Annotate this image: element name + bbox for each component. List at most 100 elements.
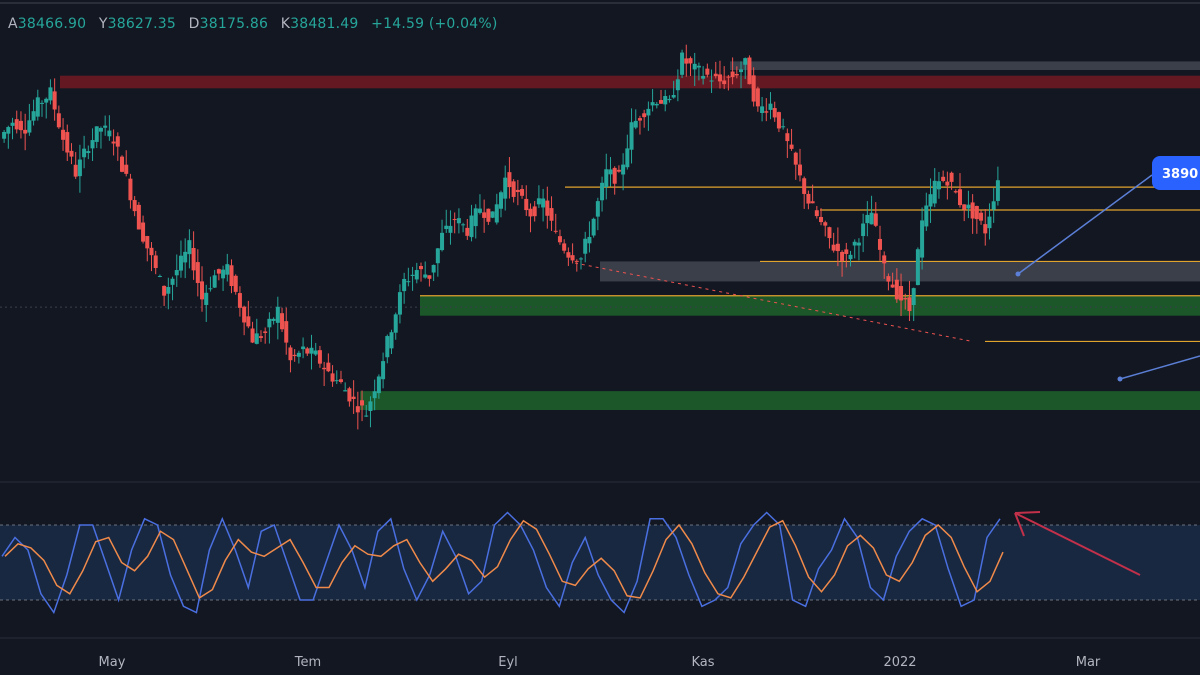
candle-body: [18, 120, 23, 131]
candle-body: [890, 284, 895, 288]
candle-body: [894, 279, 899, 300]
candle-body: [469, 215, 474, 238]
ohlc-open-value: 38466.90: [17, 16, 87, 32]
candle-body: [296, 352, 301, 357]
candle-body: [802, 178, 807, 194]
arrow-shaft: [1014, 512, 1141, 576]
candle-body: [675, 79, 680, 91]
candle-body: [82, 148, 87, 158]
candle-body: [381, 361, 386, 380]
candle-body: [549, 208, 554, 221]
candle-body: [570, 255, 575, 261]
candle-body: [254, 333, 259, 344]
candle-body: [250, 328, 255, 343]
candle-body: [595, 201, 600, 217]
candle-body: [124, 164, 129, 174]
ohlc-close-value: 38481.49: [290, 16, 359, 32]
candle-body: [650, 102, 655, 106]
candle-body: [35, 97, 40, 117]
candle-body: [962, 204, 967, 210]
candle-body: [511, 181, 516, 197]
candle-body: [646, 108, 651, 116]
ohlc-legend: A38466.90 Y38627.35 D38175.86 K38481.49 …: [8, 16, 506, 32]
candle-body: [932, 180, 937, 204]
candle-body: [402, 278, 407, 292]
candle-body: [667, 98, 672, 101]
x-tick-label: Mar: [1076, 655, 1101, 670]
candle-body: [671, 95, 676, 98]
candle-body: [313, 350, 318, 355]
candle-body: [886, 276, 891, 282]
ohlc-change-value: +14.59 (+0.04%): [371, 16, 498, 32]
candle-body: [107, 130, 112, 137]
x-tick-label: May: [99, 655, 126, 670]
candle-body: [987, 216, 992, 229]
candle-body: [48, 87, 53, 101]
time-axis[interactable]: May Tem Eyl Kas 2022 Mar: [99, 655, 1101, 670]
trend-lines: [574, 174, 1200, 382]
zone-support_zone-3: [420, 295, 1200, 316]
candle-body: [10, 122, 15, 126]
candle-body: [941, 176, 946, 181]
candle-body: [831, 244, 836, 251]
trend-line-anchor: [1015, 271, 1021, 277]
candle-body: [136, 204, 141, 230]
candle-body: [583, 238, 588, 254]
zone-support_zone-4: [360, 391, 1200, 410]
candle-body: [776, 112, 781, 129]
candle-body: [991, 201, 996, 210]
trend-line-anchor: [1117, 376, 1123, 382]
candle-body: [115, 136, 120, 147]
candle-body: [612, 167, 617, 184]
stoch-band: [0, 525, 1200, 600]
zone-grey_zone-2: [600, 261, 1200, 282]
ohlc-low-label: D: [188, 16, 200, 32]
candle-body: [461, 224, 466, 226]
ohlc-high-value: 38627.35: [107, 16, 177, 32]
candle-body: [713, 73, 718, 77]
candle-body: [284, 321, 289, 343]
candle-body: [574, 260, 579, 262]
candle-body: [418, 265, 423, 270]
candle-body: [755, 88, 760, 107]
candle-body: [183, 251, 188, 263]
candle-body: [376, 376, 381, 394]
candle-body: [503, 177, 508, 199]
candle-body: [385, 336, 390, 358]
candle-body: [760, 106, 765, 114]
price-tag-box[interactable]: [1152, 156, 1200, 190]
candle-body: [633, 120, 638, 128]
arrow-head: [1014, 511, 1041, 537]
candle-body: [195, 262, 200, 283]
candle-body: [726, 76, 731, 78]
candle-body: [852, 241, 857, 246]
candle-body: [734, 73, 739, 76]
candle-body: [856, 242, 861, 246]
candle-body: [793, 152, 798, 165]
candle-body: [444, 225, 449, 230]
candle-body: [591, 218, 596, 236]
candle-body: [69, 150, 74, 157]
candle-body: [600, 182, 605, 201]
candle-body: [128, 178, 133, 201]
candle-body: [309, 347, 314, 354]
candle-body: [14, 119, 19, 130]
candle-body: [557, 236, 562, 243]
candle-body: [200, 281, 205, 300]
candle-body: [221, 269, 226, 279]
candle-body: [865, 214, 870, 224]
candle-body: [322, 367, 327, 370]
candle-body: [120, 156, 125, 172]
candle-body: [410, 274, 415, 276]
candle-body: [545, 200, 550, 216]
zone-resistance_zone-0: [60, 75, 1200, 89]
candle-body: [141, 222, 146, 242]
candle-body: [553, 230, 558, 232]
candle-body: [157, 275, 162, 277]
candle-body: [730, 71, 735, 78]
price-tag[interactable]: 3890: [1152, 156, 1200, 190]
candle-body: [77, 159, 82, 177]
candle-body: [208, 288, 213, 290]
candle-body: [490, 211, 495, 218]
